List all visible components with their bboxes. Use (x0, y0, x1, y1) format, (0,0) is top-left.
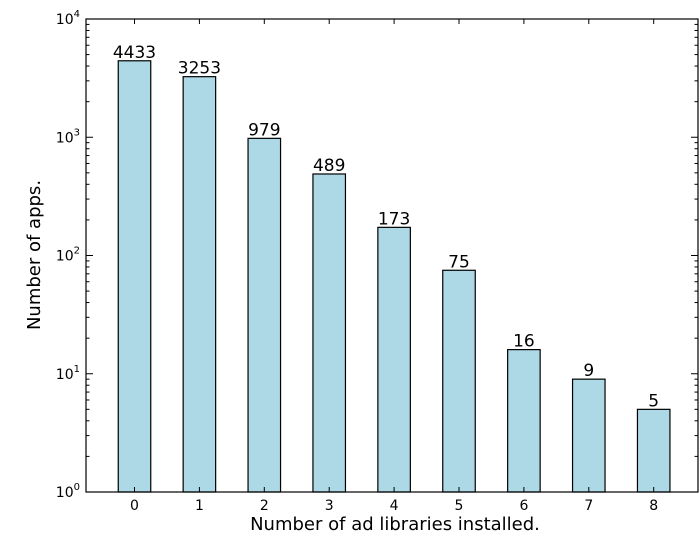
y-tick-exp-0: 0 (74, 482, 80, 493)
data-label-2: 979 (248, 120, 280, 140)
bar-3 (312, 173, 347, 493)
data-label-0: 4433 (113, 43, 156, 63)
y-tick-base-0: 10 (56, 485, 74, 501)
y-tick-exp-3: 3 (74, 127, 80, 138)
ticks-layer (86, 18, 698, 493)
x-tick-label-1: 1 (195, 498, 204, 514)
y-tick-label-1: 101 (56, 364, 80, 383)
y-tick-base-2: 10 (56, 249, 74, 265)
bar-2 (247, 137, 282, 493)
y-axis-label: Number of apps. (24, 180, 45, 330)
bar-0 (117, 60, 152, 493)
y-tick-label-0: 100 (56, 482, 80, 501)
y-tick-exp-1: 1 (74, 364, 80, 375)
y-tick-label-4: 104 (56, 9, 80, 28)
bar-6 (507, 349, 541, 493)
bar-8 (636, 408, 671, 493)
x-tick-label-8: 8 (649, 498, 658, 514)
labels-layer: 4433032531979248931734755166975810010110… (56, 9, 659, 514)
y-tick-label-2: 102 (56, 246, 80, 265)
data-label-5: 75 (448, 252, 470, 272)
x-tick-label-6: 6 (519, 498, 528, 514)
y-tick-exp-2: 2 (74, 246, 80, 257)
bars-layer (117, 60, 671, 493)
y-tick-base-3: 10 (56, 130, 74, 146)
x-tick-label-0: 0 (130, 498, 139, 514)
x-tick-label-3: 3 (325, 498, 334, 514)
x-tick-label-2: 2 (260, 498, 269, 514)
bar-7 (571, 378, 606, 493)
y-tick-label-3: 103 (56, 127, 80, 146)
y-tick-exp-4: 4 (74, 9, 80, 20)
y-tick-base-1: 10 (56, 367, 74, 383)
data-label-4: 173 (378, 209, 410, 229)
x-tick-label-7: 7 (584, 498, 593, 514)
x-axis-label: Number of ad libraries installed. (250, 514, 540, 535)
x-tick-label-4: 4 (390, 498, 399, 514)
y-tick-base-4: 10 (56, 12, 74, 28)
data-label-3: 489 (313, 156, 345, 176)
bar-1 (182, 76, 217, 493)
x-tick-label-5: 5 (455, 498, 464, 514)
data-label-7: 9 (583, 361, 594, 381)
bar-4 (377, 226, 411, 493)
data-label-1: 3253 (178, 59, 221, 79)
data-label-6: 16 (513, 332, 535, 352)
bar-5 (442, 269, 476, 493)
data-label-8: 5 (648, 391, 659, 411)
